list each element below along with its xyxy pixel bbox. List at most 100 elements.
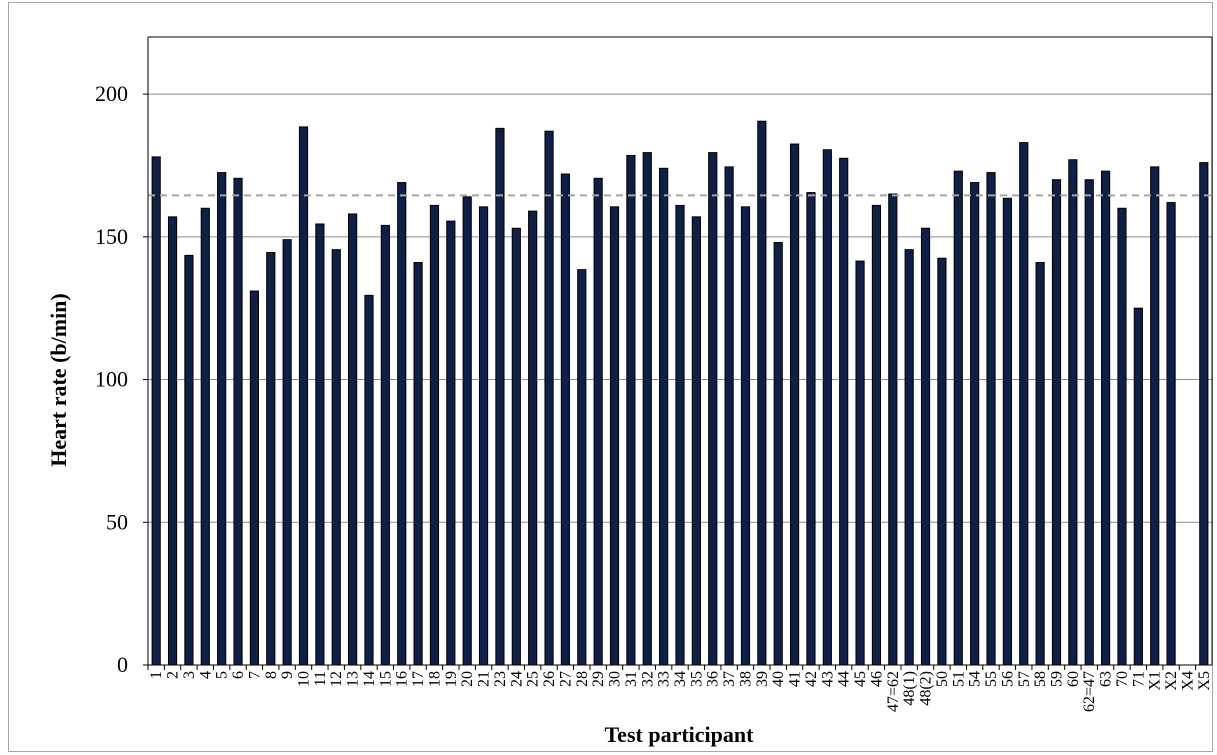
bar [200, 207, 210, 666]
bar [839, 157, 849, 666]
bar [577, 269, 587, 666]
x-tick-label: 30 [607, 671, 624, 687]
x-tick-label: 58 [1032, 671, 1049, 687]
x-tick-label: X2 [1163, 671, 1180, 691]
bar [167, 216, 178, 666]
bar [1166, 202, 1176, 666]
x-tick-label: 5 [214, 671, 231, 679]
bar [724, 166, 734, 666]
x-tick-label: 25 [525, 671, 542, 687]
bar [740, 206, 751, 666]
bar [446, 220, 456, 666]
x-tick-label: 48(2) [918, 671, 935, 706]
bar [266, 252, 276, 666]
bar [871, 204, 882, 666]
x-tick-label: 8 [263, 671, 280, 679]
x-tick-label: 36 [705, 671, 722, 687]
x-tick-label: X5 [1196, 671, 1213, 691]
bar [528, 210, 538, 666]
x-tick-label: 43 [819, 671, 836, 687]
x-tick-label: 60 [1065, 671, 1082, 687]
bar [331, 249, 341, 666]
x-tick-label: 18 [426, 671, 443, 687]
y-tick-labels: 0 50 100 150 200 [95, 81, 148, 677]
x-tick-label: 4 [197, 671, 214, 679]
x-tick-label: 34 [672, 671, 689, 687]
x-tick-label: 48(1) [901, 671, 918, 706]
x-tick-label: 28 [574, 671, 591, 687]
y-tick-label: 50 [106, 509, 128, 534]
bar [249, 290, 259, 666]
bar [1101, 170, 1111, 666]
x-tick-label: 6 [230, 671, 247, 679]
x-tick-label: 24 [508, 671, 525, 687]
bar [708, 152, 718, 666]
bar [1084, 179, 1094, 666]
bar [888, 193, 898, 666]
x-tick-labels: 1 2 3 4 5 6 7 8 9 10 11 12 13 14 15 16 17 18 19 20 21 23 24 25 2… [147, 665, 1213, 712]
x-tick-label: 19 [443, 671, 460, 687]
x-tick-label: 41 [787, 671, 804, 687]
x-tick-label: 9 [279, 671, 296, 679]
bar [380, 224, 390, 666]
bar [397, 182, 407, 666]
bar [691, 216, 701, 666]
x-tick-label: 10 [296, 671, 313, 687]
x-tick-label: 51 [950, 671, 967, 687]
x-tick-label: 14 [361, 671, 378, 687]
bar [560, 173, 571, 666]
bar [282, 239, 292, 666]
x-tick-label: 55 [983, 671, 1000, 687]
x-tick-label: 32 [639, 671, 656, 687]
x-tick-label: 20 [459, 671, 476, 687]
x-axis-title: Test participant [605, 722, 755, 747]
bar [151, 156, 161, 666]
bar [217, 172, 227, 666]
bar [478, 206, 489, 666]
y-tick-label: 100 [95, 367, 128, 392]
bar [1002, 197, 1012, 666]
axes [147, 36, 1213, 666]
bar [855, 260, 865, 666]
x-tick-label: 44 [836, 671, 853, 687]
bar [364, 294, 374, 666]
x-tick-label: X4 [1179, 671, 1196, 691]
x-tick-label: 42 [803, 671, 820, 687]
x-tick-label: 21 [476, 671, 493, 687]
bar [298, 126, 309, 666]
x-tick-label: 62=47 [1081, 671, 1098, 712]
x-tick-label: 31 [623, 671, 640, 687]
bar [642, 152, 652, 666]
bar [1019, 142, 1029, 666]
bar [675, 204, 685, 666]
bar [937, 257, 947, 666]
bar [593, 177, 603, 666]
y-tick-label: 200 [95, 81, 128, 106]
bar [1199, 162, 1209, 666]
bar [986, 172, 996, 666]
x-tick-label: 11 [312, 671, 329, 686]
x-tick-label: 63 [1098, 671, 1115, 687]
x-tick-label: 2 [165, 671, 182, 679]
x-tick-label: 71 [1130, 671, 1147, 687]
bar [184, 254, 194, 666]
bar [806, 192, 816, 666]
y-axis-title: Heart rate (b/min) [46, 293, 71, 467]
x-tick-label: 59 [1048, 671, 1065, 687]
x-tick-label: 29 [590, 671, 607, 687]
bar [970, 182, 980, 666]
x-tick-label: 35 [688, 671, 705, 687]
x-tick-label: 1 [148, 671, 165, 679]
bar [822, 149, 832, 666]
bar [773, 242, 783, 666]
bar [953, 170, 963, 666]
bar [348, 213, 358, 666]
bar [1150, 166, 1160, 666]
y-tick-label: 150 [95, 224, 128, 249]
bar [904, 249, 914, 666]
x-tick-label: 26 [541, 671, 558, 687]
x-tick-label: 40 [770, 671, 787, 687]
x-tick-label: 47=62 [885, 671, 902, 712]
x-tick-label: 33 [656, 671, 673, 687]
